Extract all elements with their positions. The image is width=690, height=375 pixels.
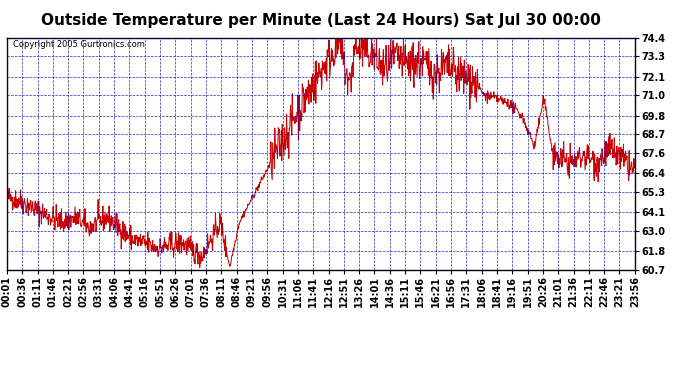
Text: Outside Temperature per Minute (Last 24 Hours) Sat Jul 30 00:00: Outside Temperature per Minute (Last 24 …	[41, 13, 601, 28]
Text: Copyright 2005 Gurtronics.com: Copyright 2005 Gurtronics.com	[13, 40, 145, 49]
